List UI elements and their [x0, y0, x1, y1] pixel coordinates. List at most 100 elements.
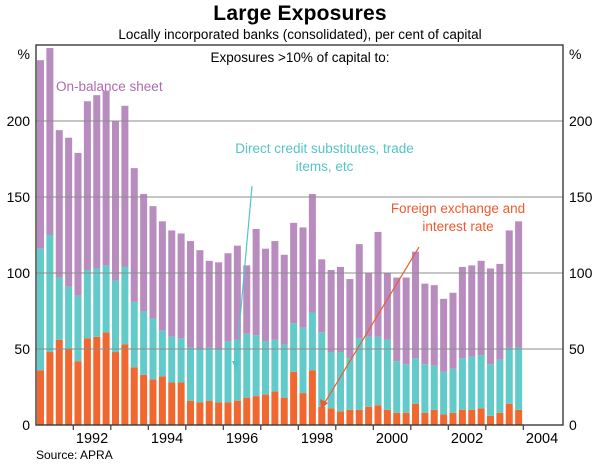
x-label-2002: 2002	[451, 431, 483, 447]
bar-1998Q1	[299, 327, 307, 394]
bar-1991Q2	[46, 352, 54, 425]
bar-1995Q4	[215, 402, 223, 425]
bar-2003Q3	[505, 347, 513, 404]
bar-1999Q1	[337, 411, 344, 425]
bar-1999Q3	[355, 409, 363, 425]
bar-2001Q3	[430, 285, 438, 366]
x-label-2000: 2000	[376, 431, 408, 447]
bar-1995Q4	[215, 349, 223, 403]
bar-1998Q2	[308, 312, 316, 371]
bar-1998Q4	[327, 352, 335, 409]
bar-1991Q3	[55, 130, 63, 278]
bar-2003Q3	[505, 403, 513, 425]
bar-1996Q4	[252, 396, 260, 425]
leader-arrow-direct-credit	[232, 361, 240, 370]
bar-1991Q3	[55, 339, 63, 425]
bar-1993Q3	[130, 301, 138, 368]
bar-1991Q2	[46, 48, 54, 235]
bar-1995Q3	[205, 347, 213, 401]
bar-1997Q3	[280, 254, 288, 345]
bar-1993Q1	[112, 121, 119, 281]
bar-1997Q1	[262, 248, 269, 342]
bar-1994Q1	[149, 206, 157, 319]
bar-1999Q1	[337, 266, 344, 353]
bar-2001Q3	[430, 365, 438, 410]
bar-2000Q1	[374, 231, 382, 337]
bar-2002Q4	[477, 355, 485, 409]
bar-1996Q4	[252, 228, 260, 336]
bar-2000Q4	[402, 277, 410, 365]
bar-1991Q1	[37, 370, 44, 425]
bar-1992Q1	[74, 295, 82, 362]
bar-1996Q1	[224, 253, 232, 342]
chart-title: Large Exposures	[213, 2, 387, 25]
y-label-right-50: 50	[569, 341, 585, 357]
x-label-1996: 1996	[226, 431, 258, 447]
bar-1992Q1	[74, 152, 82, 296]
bar-2003Q2	[496, 412, 504, 425]
bar-2002Q4	[477, 408, 485, 425]
bar-1995Q3	[205, 400, 213, 425]
bar-1995Q1	[187, 400, 194, 425]
bar-1993Q3	[130, 367, 138, 425]
bar-1994Q4	[177, 233, 185, 339]
bar-2003Q4	[515, 221, 523, 348]
bar-1996Q2	[233, 245, 241, 340]
bar-2002Q1	[449, 292, 457, 369]
bar-1999Q3	[355, 244, 363, 339]
bar-1998Q2	[308, 370, 316, 425]
bar-1997Q2	[271, 241, 279, 340]
chart-annotation: Exposures >10% of capital to:	[210, 50, 390, 65]
bar-1994Q3	[168, 382, 176, 425]
bar-2001Q2	[421, 412, 429, 425]
bar-1996Q2	[233, 400, 241, 425]
bar-1994Q1	[149, 379, 157, 425]
bar-1992Q3	[93, 268, 101, 337]
bar-2002Q2	[458, 409, 466, 425]
bar-1997Q1	[262, 394, 269, 425]
bar-1996Q3	[243, 333, 251, 398]
legend-foreign-exchange: Foreign exchange and interest rate	[390, 201, 526, 235]
y-label-left-100: 100	[7, 265, 31, 281]
y-label-left-150: 150	[7, 189, 31, 205]
bar-2002Q3	[468, 265, 476, 357]
bar-2002Q4	[477, 260, 485, 356]
bar-1997Q2	[271, 391, 279, 425]
bar-1997Q4	[290, 371, 298, 425]
bar-1994Q4	[177, 338, 185, 383]
bar-2001Q1	[412, 251, 419, 359]
bar-1992Q2	[83, 269, 91, 339]
bar-1996Q1	[224, 402, 232, 425]
bar-2001Q1	[412, 403, 419, 425]
bar-2001Q4	[440, 371, 448, 415]
bar-1995Q2	[196, 250, 204, 349]
y-unit-right: %	[569, 46, 581, 62]
bar-2001Q4	[440, 414, 448, 425]
bar-1995Q1	[187, 241, 194, 348]
x-label-1994: 1994	[151, 431, 183, 447]
bar-1994Q2	[158, 376, 166, 425]
y-label-left-200: 200	[7, 113, 31, 129]
bar-1998Q4	[327, 408, 335, 425]
legend-direct-credit: Direct credit substitutes, trade items, …	[235, 141, 414, 175]
bar-1993Q2	[121, 344, 129, 425]
bar-1993Q1	[112, 280, 119, 353]
bar-1993Q2	[121, 266, 129, 345]
bar-2000Q4	[402, 364, 410, 413]
bar-2003Q1	[487, 268, 494, 365]
bar-1999Q2	[346, 358, 354, 410]
bar-1991Q4	[65, 286, 73, 349]
bar-2001Q4	[440, 298, 448, 372]
bar-1999Q4	[365, 273, 373, 337]
bar-2000Q4	[402, 412, 410, 425]
bar-2000Q2	[383, 339, 391, 410]
bar-1992Q2	[83, 101, 91, 270]
y-label-left-50: 50	[14, 341, 30, 357]
bar-1994Q4	[177, 382, 185, 425]
bar-2003Q2	[496, 359, 504, 413]
bar-1999Q4	[365, 406, 373, 425]
bar-1996Q2	[233, 339, 241, 401]
bar-1992Q3	[93, 95, 101, 269]
